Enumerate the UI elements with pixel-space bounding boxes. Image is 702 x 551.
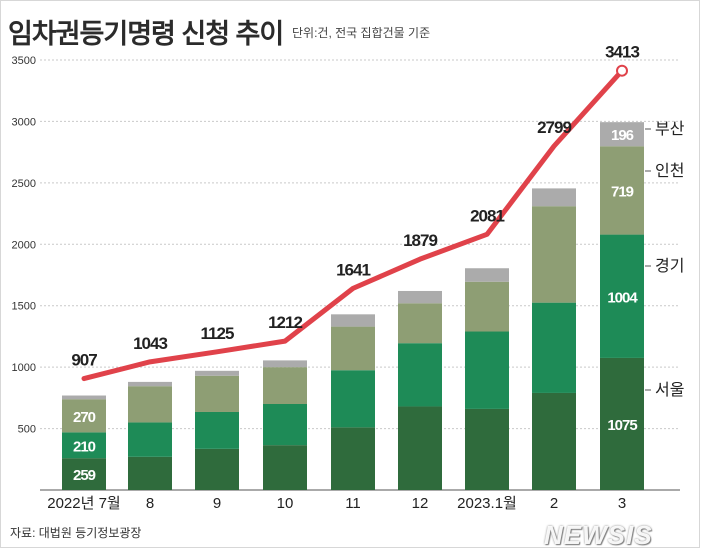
total-trend-line [81, 68, 625, 382]
x-axis-labels: 2022년 7월 8 9 10 11 12 2023.1월 2 3 [47, 495, 626, 512]
bar-segment-인천 [465, 281, 509, 332]
bar-segment-경기 [600, 234, 644, 358]
bar-segment-부산 [195, 370, 239, 376]
unit-note: 단위:건, 전국 집합건물 기준 [292, 26, 431, 40]
bar-segment-경기 [532, 302, 576, 393]
y-tick-label: 3000 [12, 116, 36, 128]
y-tick-label: 500 [18, 424, 36, 436]
bar-segment-부산 [263, 360, 307, 368]
bar-segment-인천 [532, 206, 576, 303]
bar-segment-부산 [398, 290, 442, 304]
legend-label-인천: 인천 [655, 162, 684, 180]
segment-value-label: 196 [611, 127, 634, 144]
y-tick-label: 2000 [12, 239, 36, 251]
segment-value-label: 210 [73, 438, 96, 455]
segment-value-label: 259 [73, 467, 96, 484]
bar-segment-서울 [465, 408, 509, 490]
total-endpoint-marker [616, 64, 628, 77]
legend-label-경기: 경기 [655, 257, 684, 275]
bar-segment-부산 [62, 395, 106, 400]
bar-segment-경기 [331, 370, 375, 428]
x-tick-label: 2023.1월 [457, 495, 517, 512]
bar-segment-인천 [398, 303, 442, 344]
total-value-label: 1043 [133, 334, 167, 353]
total-line [81, 64, 628, 382]
bar-segment-서울 [331, 427, 375, 490]
total-value-label: 907 [71, 351, 97, 370]
bar-segment-인천 [195, 375, 239, 412]
x-tick-label: 9 [213, 495, 221, 512]
x-tick-label: 11 [345, 495, 361, 512]
total-value-label: 1641 [336, 260, 370, 279]
bar-segment-인천 [62, 399, 106, 433]
chart-title: 임차권등기명령 신청 추이 [8, 19, 284, 49]
bar-segment-경기 [465, 331, 509, 409]
segment-labels: 259 210 270 1075 1004 719 196 [73, 127, 639, 484]
bar-segment-경기 [398, 343, 442, 407]
y-tick-label: 2500 [12, 178, 36, 190]
bar-segment-부산 [331, 314, 375, 327]
y-tick-label: 1000 [12, 362, 36, 374]
bar-segment-경기 [263, 404, 307, 446]
bar-segment-부산 [532, 188, 576, 207]
x-tick-label: 2022년 7월 [47, 495, 120, 512]
bar-segment-경기 [128, 422, 172, 457]
bar-segment-인천 [128, 386, 172, 423]
bar-segment-인천 [600, 146, 644, 235]
bar-segment-부산 [600, 122, 644, 147]
total-value-label: 3413 [605, 43, 639, 62]
legend-label-서울: 서울 [655, 381, 684, 399]
bar-segment-서울 [532, 392, 576, 490]
source-note: 자료: 대법원 등기정보광장 [10, 526, 142, 540]
bar-segment-서울 [600, 357, 644, 490]
bar-segment-서울 [62, 458, 106, 490]
y-tick-label: 1500 [12, 301, 36, 313]
segment-value-label: 270 [73, 409, 96, 426]
bar-segment-인천 [331, 326, 375, 371]
total-value-label: 1212 [268, 313, 302, 332]
bar-segment-서울 [398, 406, 442, 490]
x-tick-label: 3 [618, 495, 626, 512]
bar-segment-부산 [465, 268, 509, 282]
total-value-label: 1879 [403, 231, 437, 250]
segment-value-label: 719 [611, 183, 634, 200]
x-tick-label: 12 [412, 495, 429, 512]
bar-segment-경기 [62, 432, 106, 459]
x-tick-label: 8 [146, 495, 154, 512]
total-value-label: 2081 [470, 206, 504, 225]
bar-segment-서울 [128, 456, 172, 490]
bar-segment-인천 [263, 367, 307, 404]
x-tick-label: 2 [550, 495, 558, 512]
segment-value-label: 1004 [607, 289, 638, 306]
newsis-watermark: NEWSIS [544, 520, 653, 550]
total-value-label: 1125 [201, 324, 234, 343]
total-value-label: 2799 [537, 118, 571, 137]
total-labels: 907 1043 1125 1212 1641 1879 2081 2799 3413 [71, 43, 640, 370]
segment-value-label: 1075 [607, 417, 637, 434]
legend-label-부산: 부산 [655, 120, 685, 138]
bars [62, 122, 644, 490]
bar-segment-부산 [128, 381, 172, 387]
x-tick-label: 10 [277, 495, 294, 512]
y-tick-label: 3500 [12, 55, 36, 67]
bar-segment-경기 [195, 411, 239, 449]
bar-segment-서울 [195, 448, 239, 490]
bar-segment-서울 [263, 445, 307, 490]
